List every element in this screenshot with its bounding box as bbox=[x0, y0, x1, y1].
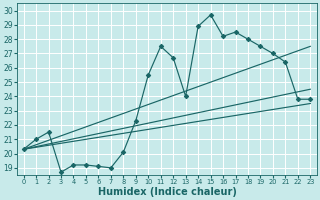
Point bbox=[220, 35, 226, 38]
Point bbox=[283, 60, 288, 64]
Point bbox=[59, 171, 64, 174]
Point bbox=[183, 95, 188, 98]
Point bbox=[46, 130, 51, 134]
Point bbox=[233, 30, 238, 34]
Point bbox=[208, 13, 213, 17]
Point bbox=[270, 52, 276, 55]
Point bbox=[96, 165, 101, 168]
Point bbox=[21, 148, 26, 151]
Point bbox=[146, 73, 151, 77]
Point bbox=[158, 45, 163, 48]
Point bbox=[171, 56, 176, 59]
Point bbox=[71, 163, 76, 167]
Point bbox=[308, 98, 313, 101]
Point bbox=[108, 166, 113, 169]
Point bbox=[295, 98, 300, 101]
Point bbox=[133, 119, 138, 122]
Point bbox=[196, 25, 201, 28]
Point bbox=[34, 138, 39, 141]
Point bbox=[245, 38, 251, 41]
X-axis label: Humidex (Indice chaleur): Humidex (Indice chaleur) bbox=[98, 187, 236, 197]
Point bbox=[84, 163, 89, 167]
Point bbox=[258, 45, 263, 48]
Point bbox=[121, 151, 126, 154]
